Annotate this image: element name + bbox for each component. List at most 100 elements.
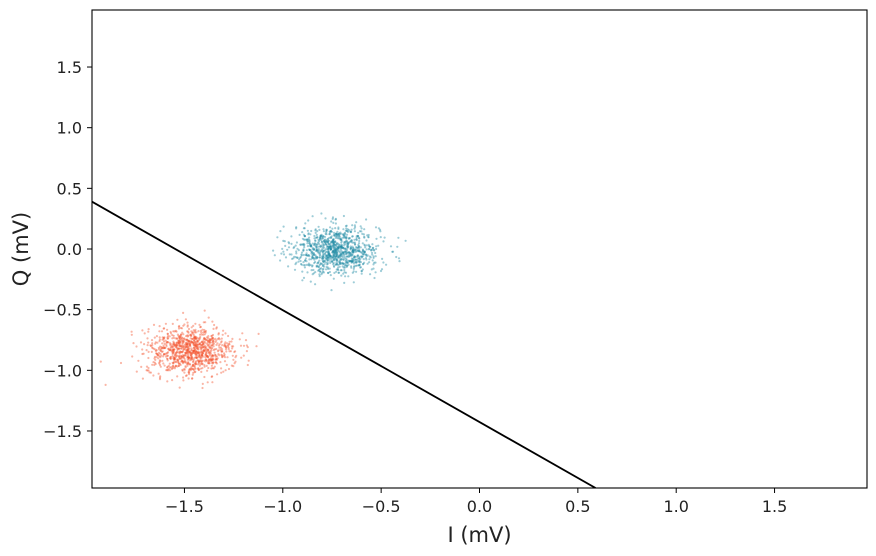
data-point xyxy=(311,251,314,254)
data-point xyxy=(324,241,327,244)
data-point xyxy=(363,251,366,254)
data-point xyxy=(176,365,179,368)
data-point xyxy=(361,263,365,266)
data-point xyxy=(186,364,189,367)
data-point xyxy=(173,356,176,360)
data-point xyxy=(210,334,213,337)
data-point xyxy=(104,383,107,386)
data-point xyxy=(203,328,206,332)
data-point xyxy=(186,358,189,361)
data-point xyxy=(328,245,331,248)
data-point xyxy=(357,257,360,260)
data-point xyxy=(366,254,369,257)
data-point xyxy=(362,253,365,256)
data-point xyxy=(178,339,181,342)
data-point xyxy=(346,264,349,267)
data-point xyxy=(176,347,179,350)
data-point xyxy=(323,240,326,243)
data-point xyxy=(203,346,206,349)
data-point xyxy=(328,232,331,236)
data-point xyxy=(212,342,215,345)
data-point xyxy=(177,360,180,363)
data-point xyxy=(201,341,204,344)
data-point xyxy=(353,224,356,227)
data-point xyxy=(358,250,361,253)
data-point xyxy=(345,233,349,236)
data-point xyxy=(170,344,174,347)
data-point xyxy=(357,245,361,248)
data-point xyxy=(306,271,309,274)
data-point xyxy=(344,263,347,267)
data-point xyxy=(333,252,336,255)
data-point xyxy=(192,368,195,371)
data-point xyxy=(321,264,324,268)
data-point xyxy=(208,339,211,342)
data-point xyxy=(232,345,235,348)
data-point xyxy=(331,216,335,219)
data-point xyxy=(339,245,343,248)
data-point xyxy=(321,237,324,240)
data-point xyxy=(163,346,166,349)
data-point xyxy=(302,253,305,257)
data-point xyxy=(313,242,317,245)
data-point xyxy=(158,340,161,343)
data-point xyxy=(313,248,316,251)
data-point xyxy=(343,264,346,267)
data-point xyxy=(319,234,322,237)
data-point xyxy=(329,241,333,244)
data-point xyxy=(181,345,184,348)
data-point xyxy=(318,263,321,267)
data-point xyxy=(325,229,328,233)
data-point xyxy=(166,337,169,340)
data-point xyxy=(185,344,188,347)
data-point xyxy=(334,236,337,239)
data-point xyxy=(310,252,313,255)
data-point xyxy=(340,247,343,250)
data-point xyxy=(318,228,321,231)
data-point xyxy=(333,265,336,268)
data-point xyxy=(325,233,328,236)
data-point xyxy=(203,350,206,353)
data-point xyxy=(194,344,197,347)
data-point xyxy=(214,358,218,361)
data-point xyxy=(201,386,204,390)
data-point xyxy=(306,242,309,245)
data-point xyxy=(355,261,358,264)
data-point xyxy=(161,347,164,350)
data-point xyxy=(221,344,224,347)
data-point xyxy=(328,252,331,255)
data-point xyxy=(146,369,149,372)
data-point xyxy=(305,238,308,241)
data-point xyxy=(343,253,346,256)
data-point xyxy=(147,328,150,331)
data-point xyxy=(335,258,338,261)
data-point xyxy=(325,228,328,231)
data-point xyxy=(361,232,364,235)
data-point xyxy=(164,353,167,356)
data-point xyxy=(361,248,364,251)
data-point xyxy=(306,240,309,243)
data-point xyxy=(296,247,299,250)
data-point xyxy=(179,357,182,360)
data-point xyxy=(358,248,361,251)
data-point xyxy=(302,242,305,246)
data-point xyxy=(286,248,289,251)
data-point xyxy=(193,336,196,339)
data-point xyxy=(315,264,318,267)
data-point xyxy=(334,248,337,251)
data-point xyxy=(203,349,206,352)
data-point xyxy=(204,356,207,359)
data-point xyxy=(335,254,338,257)
data-point xyxy=(211,337,214,340)
data-point xyxy=(199,341,202,345)
data-point xyxy=(336,263,339,266)
data-point xyxy=(315,233,318,236)
data-point xyxy=(367,235,370,238)
data-point xyxy=(186,356,189,359)
data-point xyxy=(209,358,212,361)
data-point xyxy=(162,362,165,365)
data-point xyxy=(354,225,357,229)
data-point xyxy=(190,341,193,344)
data-point xyxy=(283,240,286,243)
data-point xyxy=(329,229,332,232)
